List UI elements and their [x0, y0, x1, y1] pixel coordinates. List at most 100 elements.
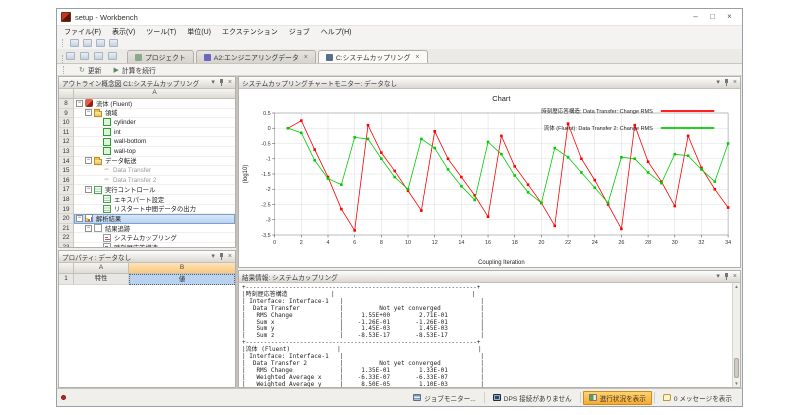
- results-scrollbar[interactable]: ▲ ▼: [732, 283, 740, 387]
- tree-cell[interactable]: −データ転送: [74, 157, 235, 167]
- menu-item[interactable]: エクステンション: [222, 27, 278, 37]
- property-value-cell[interactable]: 値: [129, 274, 235, 285]
- tree-row[interactable]: 8−流体 (Fluent): [59, 99, 235, 109]
- tree-row[interactable]: 23時刻歴応答構造: [59, 243, 235, 247]
- panel-menu-icon[interactable]: ▾: [716, 79, 720, 87]
- tree-expander-icon[interactable]: −: [76, 215, 83, 222]
- panel-close-icon[interactable]: ×: [733, 273, 737, 281]
- tree-row[interactable]: 17−実行コントロール: [59, 185, 235, 195]
- tree-row[interactable]: 10cylinder: [59, 118, 235, 128]
- tab-close-icon[interactable]: ×: [415, 54, 419, 61]
- svg-text:6: 6: [353, 240, 356, 246]
- tree-row[interactable]: 15⇔Data Transfer: [59, 166, 235, 176]
- tree-row[interactable]: 21−結果追跡: [59, 224, 235, 234]
- tab-active[interactable]: C:システムカップリング×: [318, 50, 428, 63]
- close-button[interactable]: ×: [721, 10, 738, 24]
- tree-cell[interactable]: エキスパート設定: [74, 195, 235, 205]
- panel-close-icon[interactable]: ×: [733, 79, 737, 87]
- tree-cell[interactable]: wall-bottom: [74, 137, 235, 147]
- pin-icon[interactable]: [219, 79, 224, 87]
- row-number: 23: [59, 243, 74, 247]
- exec-icon: [103, 205, 111, 213]
- new-file-icon[interactable]: [66, 52, 75, 60]
- menu-item[interactable]: ジョブ: [289, 27, 310, 37]
- tree-row[interactable]: 11int: [59, 128, 235, 138]
- results-info-panel: 結果情報: システムカップリング ▾ × +------------------…: [238, 270, 741, 388]
- help-icon[interactable]: [109, 39, 118, 47]
- tab-item[interactable]: プロジェクト: [127, 50, 194, 63]
- tree-expander-icon[interactable]: −: [85, 225, 92, 232]
- scroll-up-icon[interactable]: ▲: [734, 283, 738, 290]
- new-file-icon[interactable]: [70, 39, 79, 47]
- tree-cell[interactable]: cylinder: [74, 118, 235, 128]
- tree-row[interactable]: 20−解析結果: [59, 214, 235, 224]
- scrollbar-track[interactable]: [733, 290, 740, 380]
- tree-cell[interactable]: −結果追跡: [74, 224, 235, 234]
- tree-item-label: wall-bottom: [114, 138, 146, 145]
- refresh-button[interactable]: ↻ 更新: [79, 65, 101, 75]
- tree-cell[interactable]: −解析結果: [74, 214, 235, 224]
- tree-row[interactable]: 18エキスパート設定: [59, 195, 235, 205]
- tree-row[interactable]: 12wall-bottom: [59, 137, 235, 147]
- panel-close-icon[interactable]: ×: [228, 253, 232, 261]
- tree-row[interactable]: 19リスタート中間データの出力: [59, 205, 235, 215]
- tree-cell[interactable]: −領域: [74, 109, 235, 119]
- row-number: 1: [59, 274, 74, 285]
- svg-text:Chart: Chart: [492, 94, 511, 103]
- tree-cell[interactable]: −実行コントロール: [74, 185, 235, 195]
- pin-icon[interactable]: [724, 273, 729, 281]
- tree-cell[interactable]: システムカップリング: [74, 233, 235, 243]
- tree-cell[interactable]: int: [74, 128, 235, 138]
- panel-menu-icon[interactable]: ▾: [211, 79, 215, 87]
- tabbar-icons: [66, 52, 119, 60]
- tree-cell[interactable]: ⇔Data Transfer 2: [74, 176, 235, 186]
- maximize-button[interactable]: □: [704, 10, 721, 24]
- status-dps-monitor-button[interactable]: DPS 接続がありません: [487, 391, 578, 405]
- tab-close-icon[interactable]: ×: [304, 54, 308, 61]
- panel-menu-icon[interactable]: ▾: [211, 253, 215, 261]
- svg-text:2: 2: [300, 240, 303, 246]
- chart-panel-title: システムカップリングチャートモニター: データなし: [242, 78, 397, 88]
- panel-menu-icon[interactable]: ▾: [716, 273, 720, 281]
- menu-item[interactable]: 単位(U): [187, 27, 211, 37]
- pin-icon[interactable]: [724, 79, 729, 87]
- import-icon[interactable]: [108, 52, 117, 60]
- tree-expander-icon[interactable]: −: [85, 186, 92, 193]
- save-icon[interactable]: [96, 39, 105, 47]
- pin-icon[interactable]: [219, 253, 224, 261]
- open-file-icon[interactable]: [83, 39, 92, 47]
- tree-row[interactable]: 16⇔Data Transfer 2: [59, 176, 235, 186]
- tree-cell[interactable]: −流体 (Fluent): [74, 99, 235, 109]
- menu-item[interactable]: ヘルプ(H): [321, 27, 352, 37]
- continue-calculation-button[interactable]: ▶ 計算を続行: [113, 65, 155, 75]
- scroll-down-icon[interactable]: ▼: [734, 380, 738, 387]
- menu-item[interactable]: ツール(T): [146, 27, 176, 37]
- tree-expander-icon[interactable]: −: [76, 100, 83, 107]
- menu-bar: ファイル(F) 表示(V) ツール(T) 単位(U) エクステンション ジョブ ヘルプ(H): [57, 25, 742, 37]
- svg-text:流体 (Fluent): Data Transfer 2:: 流体 (Fluent): Data Transfer 2: Change RMS: [544, 124, 653, 132]
- tree-row[interactable]: 14−データ転送: [59, 157, 235, 167]
- tree-row[interactable]: 13wall-top: [59, 147, 235, 157]
- menu-item[interactable]: ファイル(F): [64, 27, 101, 37]
- tree-cell[interactable]: 時刻歴応答構造: [74, 243, 235, 247]
- scrollbar-thumb[interactable]: [734, 358, 739, 378]
- status-messages-button[interactable]: 0 メッセージを表示: [657, 391, 738, 405]
- property-row[interactable]: 1 特性 値: [59, 274, 235, 285]
- svg-text:時刻歴応答構造: Data Transfer: Change: 時刻歴応答構造: Data Transfer: Change RMS: [541, 107, 653, 115]
- tab-item[interactable]: A2:エンジニアリングデータ×: [196, 50, 316, 63]
- menu-item[interactable]: 表示(V): [112, 27, 135, 37]
- minimize-button[interactable]: –: [687, 10, 704, 24]
- open-folder-icon[interactable]: [80, 52, 89, 60]
- tree-row[interactable]: 22システムカップリング: [59, 233, 235, 243]
- save-icon[interactable]: [94, 52, 103, 60]
- tree-expander-icon[interactable]: −: [85, 109, 92, 116]
- tree-cell[interactable]: ⇔Data Transfer: [74, 166, 235, 176]
- tree-expander-icon[interactable]: −: [85, 157, 92, 164]
- tree-cell[interactable]: リスタート中間データの出力: [74, 205, 235, 215]
- tree-row[interactable]: 9−領域: [59, 109, 235, 119]
- tree-cell[interactable]: wall-top: [74, 147, 235, 157]
- status-job-monitor-button[interactable]: ジョブモニター...: [407, 391, 482, 405]
- panel-close-icon[interactable]: ×: [228, 79, 232, 87]
- svg-text:-3.5: -3.5: [261, 233, 270, 239]
- status-progress-button[interactable]: 進行状況を表示: [583, 391, 652, 405]
